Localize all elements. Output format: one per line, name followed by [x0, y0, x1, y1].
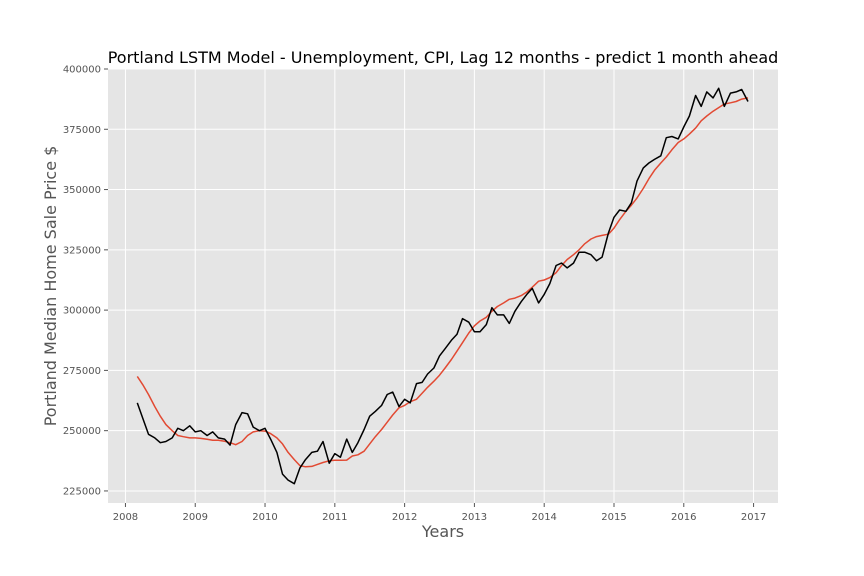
y-tick-label: 350000 — [63, 185, 101, 196]
y-axis-label: Portland Median Home Sale Price $ — [41, 146, 60, 427]
y-tick-label: 325000 — [63, 245, 101, 256]
x-tick-label: 2013 — [462, 512, 487, 523]
series-line-predicted — [136, 97, 749, 468]
x-tick-label: 2015 — [601, 512, 626, 523]
x-tick-label: 2014 — [531, 512, 556, 523]
y-tick-label: 250000 — [63, 426, 101, 437]
x-tick-label: 2012 — [392, 512, 417, 523]
y-tick-label: 300000 — [63, 306, 101, 317]
x-axis-label: Years — [421, 522, 464, 541]
y-tick-label: 375000 — [63, 125, 101, 136]
series-line-actual — [136, 87, 749, 485]
x-tick-label: 2017 — [741, 512, 766, 523]
y-tick-label: 275000 — [63, 366, 101, 377]
x-tick-label: 2008 — [113, 512, 138, 523]
x-tick-label: 2011 — [322, 512, 347, 523]
series-layer — [136, 87, 749, 485]
y-tick-label: 400000 — [63, 65, 101, 76]
x-tick-label: 2016 — [671, 512, 696, 523]
axis-ticks: 2008 2009 2010 2011 2012 2013 2014 2015 2016 2017… — [63, 65, 766, 524]
plot-area — [108, 69, 778, 503]
chart-title: Portland LSTM Model - Unemployment, CPI,… — [108, 48, 779, 67]
x-tick-label: 2010 — [252, 512, 277, 523]
y-tick-label: 225000 — [63, 486, 101, 497]
x-tick-label: 2009 — [183, 512, 208, 523]
